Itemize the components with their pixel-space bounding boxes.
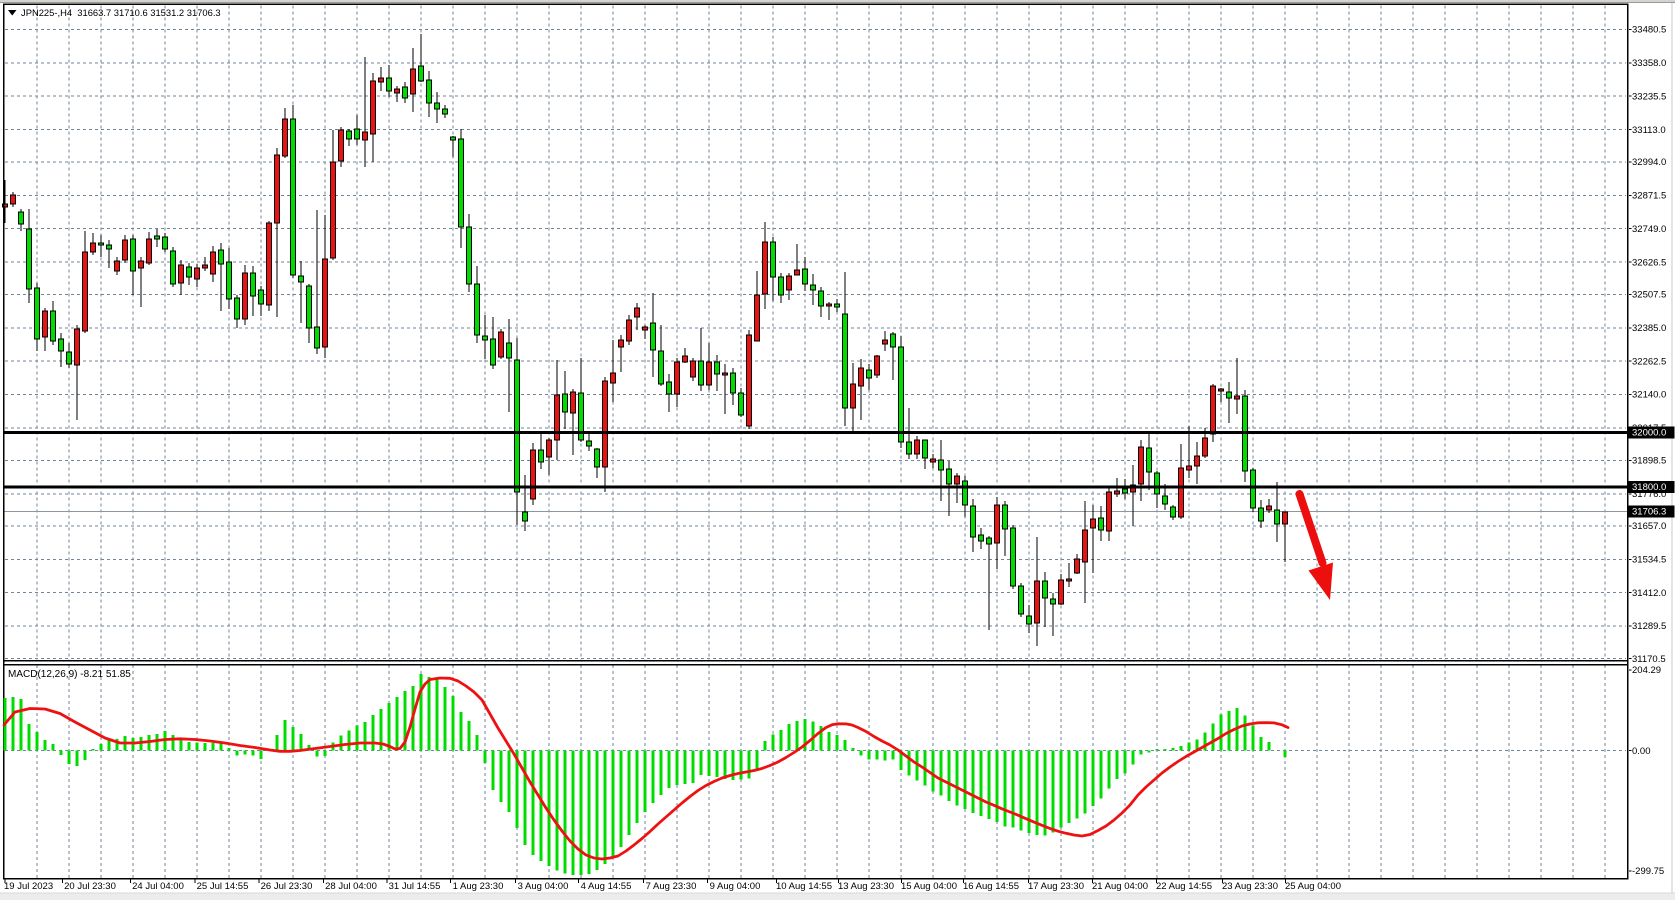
svg-text:-299.75: -299.75 [1632,866,1664,877]
svg-text:32140.0: 32140.0 [1632,390,1666,401]
svg-text:32626.5: 32626.5 [1632,257,1666,268]
svg-text:0.00: 0.00 [1632,746,1651,757]
svg-text:32994.0: 32994.0 [1632,157,1666,168]
svg-text:4 Aug 14:55: 4 Aug 14:55 [581,881,632,892]
svg-text:10 Aug 14:55: 10 Aug 14:55 [776,881,832,892]
svg-text:32000.0: 32000.0 [1632,428,1666,439]
svg-text:31289.5: 31289.5 [1632,621,1666,632]
svg-text:1 Aug 23:30: 1 Aug 23:30 [453,881,504,892]
svg-text:31412.0: 31412.0 [1632,588,1666,599]
svg-text:3 Aug 04:00: 3 Aug 04:00 [518,881,569,892]
svg-text:32262.5: 32262.5 [1632,356,1666,367]
svg-text:32017.5: 32017.5 [1632,423,1666,434]
svg-text:33235.5: 33235.5 [1632,91,1666,102]
svg-text:31776.0: 31776.0 [1632,489,1666,500]
svg-text:24 Jul 04:00: 24 Jul 04:00 [132,881,184,892]
svg-text:32385.0: 32385.0 [1632,323,1666,334]
svg-text:20 Jul 23:30: 20 Jul 23:30 [64,881,116,892]
svg-text:31 Jul 14:55: 31 Jul 14:55 [389,881,441,892]
svg-text:31657.0: 31657.0 [1632,521,1666,532]
svg-text:31706.3: 31706.3 [1632,507,1666,518]
svg-text:33113.0: 33113.0 [1632,125,1666,136]
svg-text:19 Jul 2023: 19 Jul 2023 [4,881,53,892]
svg-text:25 Jul 14:55: 25 Jul 14:55 [197,881,249,892]
svg-text:JPN225-,H4 31663.7 31710.6 31: JPN225-,H4 31663.7 31710.6 31531.2 31706… [21,7,221,18]
svg-text:32871.5: 32871.5 [1632,191,1666,202]
svg-text:32749.0: 32749.0 [1632,224,1666,235]
svg-text:204.29: 204.29 [1632,665,1661,676]
svg-text:31800.0: 31800.0 [1632,482,1666,493]
svg-text:32507.5: 32507.5 [1632,290,1666,301]
svg-text:22 Aug 14:55: 22 Aug 14:55 [1156,881,1212,892]
svg-text:31534.5: 31534.5 [1632,555,1666,566]
svg-text:23 Aug 23:30: 23 Aug 23:30 [1222,881,1278,892]
svg-text:17 Aug 23:30: 17 Aug 23:30 [1028,881,1084,892]
svg-text:31898.5: 31898.5 [1632,456,1666,467]
svg-text:26 Jul 23:30: 26 Jul 23:30 [261,881,313,892]
svg-text:13 Aug 23:30: 13 Aug 23:30 [838,881,894,892]
svg-text:25 Aug 04:00: 25 Aug 04:00 [1285,881,1341,892]
svg-text:7 Aug 23:30: 7 Aug 23:30 [646,881,697,892]
svg-text:16 Aug 14:55: 16 Aug 14:55 [963,881,1019,892]
svg-text:33480.5: 33480.5 [1632,25,1666,36]
svg-text:31170.5: 31170.5 [1632,654,1666,665]
svg-text:21 Aug 04:00: 21 Aug 04:00 [1092,881,1148,892]
svg-text:33358.0: 33358.0 [1632,58,1666,69]
svg-text:MACD(12,26,9) -8.21 51.85: MACD(12,26,9) -8.21 51.85 [8,669,131,680]
svg-text:28 Jul 04:00: 28 Jul 04:00 [325,881,377,892]
svg-text:15 Aug 04:00: 15 Aug 04:00 [901,881,957,892]
svg-text:9 Aug 04:00: 9 Aug 04:00 [710,881,761,892]
